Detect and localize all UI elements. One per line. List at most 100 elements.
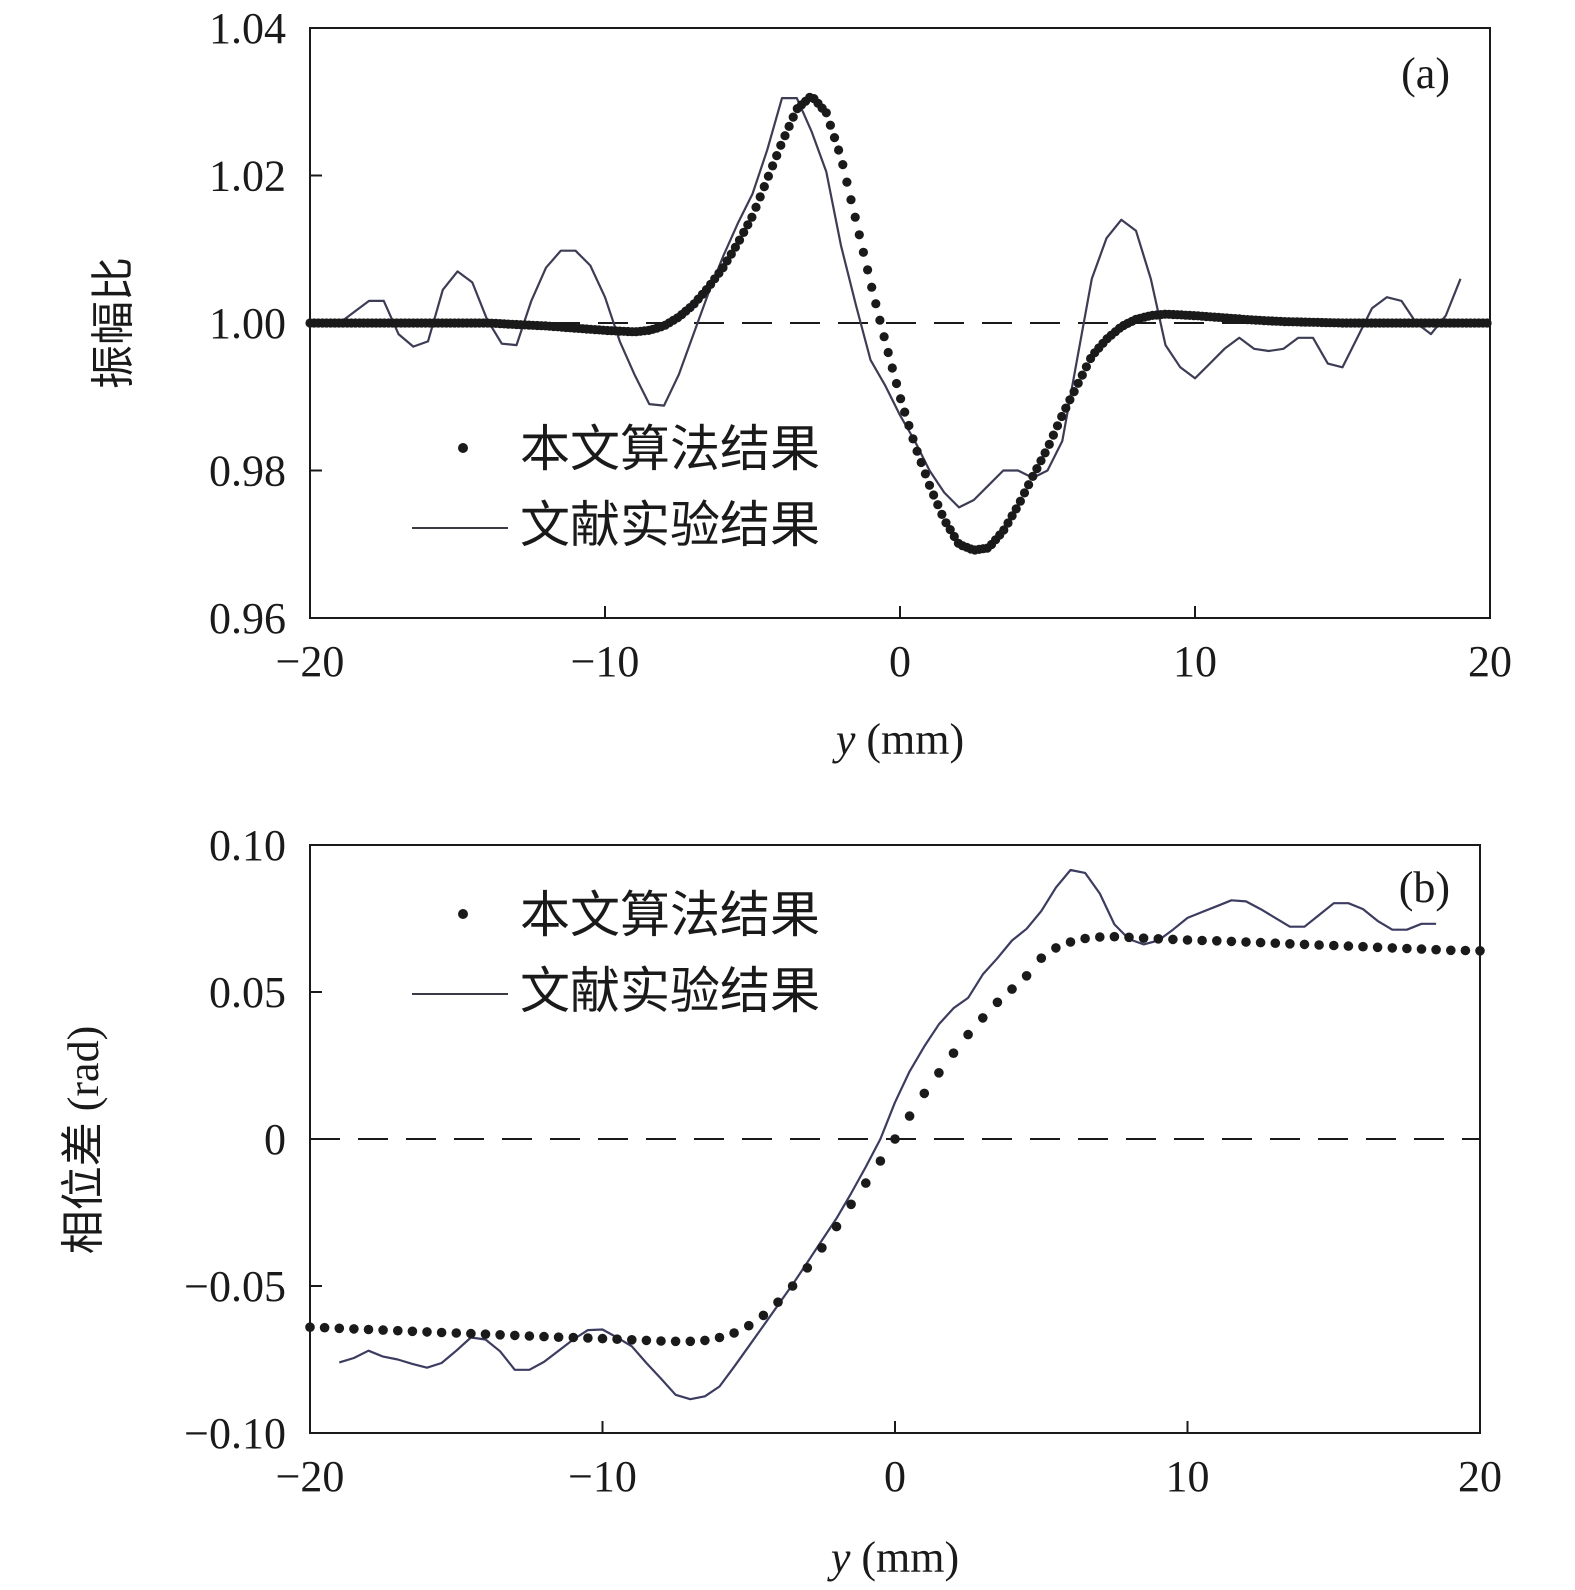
algorithm-dot	[1048, 430, 1058, 440]
algorithm-dot	[1003, 518, 1013, 528]
algorithm-dot	[912, 446, 922, 456]
algorithm-dot	[495, 1330, 505, 1340]
y-tick-label: 1.02	[209, 152, 286, 201]
algorithm-dot	[747, 212, 757, 222]
y-tick-label: 1.00	[209, 299, 286, 348]
algorithm-dot	[945, 525, 955, 535]
legend-a: 本文算法结果 文献实验结果	[412, 420, 820, 554]
algorithm-dot	[1372, 942, 1383, 953]
algorithm-dot	[744, 1320, 754, 1331]
algorithm-dot	[916, 457, 926, 468]
algorithm-dot	[919, 1088, 930, 1099]
algorithm-dot	[1019, 488, 1030, 498]
algorithm-dot	[773, 1297, 783, 1307]
algorithm-dot	[726, 249, 736, 259]
algorithm-dot	[1040, 448, 1050, 458]
y-tick-label: −0.10	[184, 1409, 286, 1458]
algorithm-dot	[834, 145, 844, 155]
algorithm-dot	[1138, 933, 1149, 943]
y-tick-label: 1.04	[209, 4, 286, 53]
algorithm-dot	[734, 235, 745, 245]
y-tick-label: −0.05	[184, 1262, 286, 1311]
algorithm-dot	[1431, 944, 1441, 955]
algorithm-dot	[524, 1331, 535, 1341]
algorithm-dot	[1255, 937, 1266, 948]
algorithm-dot	[700, 1335, 710, 1346]
algorithm-dot	[1021, 971, 1032, 981]
algorithm-dot	[920, 469, 931, 479]
algorithm-dot	[1358, 941, 1368, 952]
algorithm-dot	[685, 1336, 696, 1347]
algorithm-dot	[1197, 935, 1207, 946]
algorithm-dot	[1182, 935, 1193, 945]
algorithm-dot	[904, 420, 914, 431]
algorithm-dot	[1069, 387, 1079, 397]
algorithm-dot	[349, 1324, 359, 1334]
x-tick-label: −20	[276, 1452, 345, 1501]
algorithm-dot	[1036, 953, 1047, 963]
experimental-line	[338, 868, 1437, 1401]
algorithm-dot	[597, 1333, 608, 1344]
y-ticks-b: −0.10 −0.05 0 0.05 0.10	[184, 821, 322, 1458]
algorithm-dot	[829, 133, 840, 143]
algorithm-dot	[768, 161, 778, 171]
algorithm-dot	[1065, 937, 1076, 947]
algorithm-dot	[319, 1322, 330, 1333]
x-axis-var-a: y	[832, 715, 856, 764]
algorithm-dot	[838, 160, 848, 170]
algorithm-dot	[1475, 946, 1485, 956]
algorithm-dot	[422, 1327, 432, 1337]
algorithm-dot	[978, 1013, 988, 1023]
algorithm-dot	[743, 220, 753, 230]
x-ticks-a: −20 −10 0 10 20	[276, 606, 1512, 686]
panel-b: −0.10 −0.05 0 0.05 0.10 −20 −10 0 10 20 (b) 相位差 …	[59, 821, 1502, 1582]
algorithm-dot	[867, 282, 877, 292]
algorithm-dot	[846, 1199, 856, 1210]
x-axis-var-b: y	[827, 1533, 851, 1582]
algorithm-dot	[1052, 421, 1063, 431]
algorithm-dot	[825, 120, 836, 130]
algorithm-dot	[1168, 934, 1178, 945]
x-tick-label: 20	[1458, 1452, 1502, 1501]
algorithm-dot	[1285, 939, 1295, 949]
legend-b: 本文算法结果 文献实验结果	[412, 886, 820, 1020]
algorithm-dot	[1032, 464, 1042, 474]
algorithm-dot	[924, 480, 935, 490]
algorithm-dot	[908, 434, 918, 444]
algorithm-dot	[553, 1332, 564, 1342]
x-axis-title-a: y (mm)	[832, 715, 964, 764]
line-series-b	[338, 868, 1437, 1401]
algorithm-dot	[1077, 370, 1087, 380]
algorithm-dot	[854, 230, 864, 240]
algorithm-dot	[1212, 936, 1222, 946]
algorithm-dot	[739, 227, 749, 237]
algorithm-dot	[363, 1324, 374, 1335]
y-tick-label: 0.98	[209, 447, 286, 496]
algorithm-dot	[999, 525, 1009, 535]
algorithm-dot	[802, 1263, 813, 1273]
y-tick-label: 0	[264, 1115, 286, 1164]
algorithm-dot	[850, 212, 860, 222]
panel-label-a: (a)	[1401, 49, 1450, 98]
algorithm-dot	[670, 1336, 681, 1347]
algorithm-dot	[1095, 932, 1105, 942]
x-tick-label: 20	[1468, 637, 1512, 686]
algorithm-dot	[1065, 395, 1075, 405]
x-tick-label: 0	[889, 637, 911, 686]
algorithm-dot	[937, 509, 947, 519]
algorithm-dot	[334, 1323, 345, 1334]
algorithm-dot	[1057, 411, 1067, 422]
algorithm-dot	[451, 1328, 462, 1338]
algorithm-dot	[305, 1322, 315, 1332]
algorithm-dot	[1073, 378, 1083, 388]
panel-label-b: (b)	[1399, 863, 1450, 912]
algorithm-dot	[1329, 940, 1339, 951]
algorithm-dot	[583, 1333, 593, 1343]
algorithm-dot	[1343, 941, 1354, 951]
algorithm-dot	[821, 108, 831, 118]
algorithm-dot	[1482, 318, 1492, 328]
algorithm-dot	[1387, 943, 1398, 953]
algorithm-dot	[1460, 945, 1471, 956]
algorithm-dot	[1241, 937, 1251, 947]
algorithm-dot	[378, 1325, 388, 1335]
